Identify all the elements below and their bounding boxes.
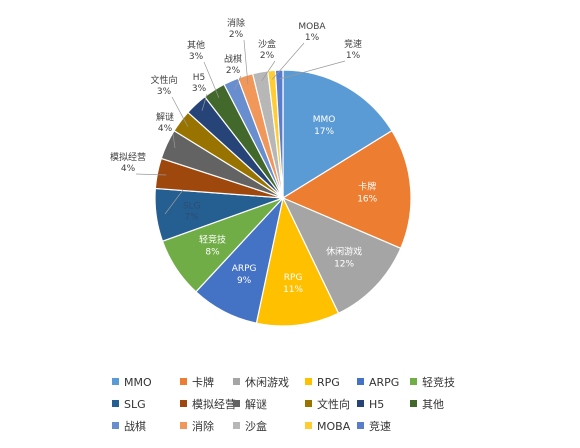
legend-label-0: MMO	[124, 376, 152, 389]
slice-name-label-12: 战棋	[224, 53, 242, 65]
leader-line-7	[135, 173, 167, 176]
leader-line-15	[272, 42, 305, 80]
slice-value-label-7: 4%	[121, 164, 136, 174]
slice-value-label-15: 1%	[305, 33, 320, 43]
legend-swatch-4	[357, 378, 364, 385]
legend-swatch-8	[233, 400, 240, 407]
leader-line-12	[234, 75, 242, 90]
legend-label-13: 消除	[192, 419, 214, 433]
slice-value-label-11: 3%	[189, 52, 204, 62]
slice-name-label-14: 沙盒	[258, 38, 276, 50]
leader-line-10	[201, 93, 208, 111]
legend-swatch-5	[410, 378, 417, 385]
legend-swatch-7	[180, 400, 187, 407]
slice-name-label-9: 文性向	[150, 74, 177, 86]
slice-name-label-10: H5	[193, 73, 206, 83]
legend-label-3: RPG	[317, 376, 340, 389]
slice-name-label-15: MOBA	[298, 22, 326, 32]
pie-slice-2	[281, 196, 402, 315]
pie-slices	[154, 69, 412, 327]
legend-swatch-14	[233, 422, 240, 429]
legend-label-8: 解谜	[245, 397, 267, 411]
leader-line-16	[279, 60, 346, 80]
slice-labels: MMO 17% 卡牌 16% 休闲游戏 12% RPG 11% ARPG 9% 轻竞技 8% SLG7%…	[110, 17, 378, 295]
slice-value-label-5: 8%	[205, 248, 220, 258]
legend-swatch-10	[357, 400, 364, 407]
legend-label-6: SLG	[124, 398, 146, 411]
pie-slice-3	[255, 196, 340, 327]
slice-name-label-8: 解谜	[156, 111, 174, 123]
slice-value-label-16: 1%	[346, 51, 361, 61]
slice-name-label-3: RPG	[284, 273, 303, 283]
legend-label-11: 其他	[422, 398, 444, 411]
legend-label-7: 模拟经营	[192, 397, 236, 411]
legend-swatch-9	[305, 400, 312, 407]
slice-name-label-2: 休闲游戏	[326, 245, 362, 257]
legend-swatch-16	[357, 422, 364, 429]
slice-value-label-4: 9%	[237, 276, 252, 286]
legend-swatch-12	[112, 422, 119, 429]
slice-value-label-6: 7%	[185, 212, 200, 222]
legend-swatch-13	[180, 422, 187, 429]
leader-line-9	[171, 96, 189, 127]
pie-slice-16	[274, 69, 284, 199]
slice-value-label-2: 12%	[334, 259, 354, 269]
pie-slice-0	[282, 69, 393, 200]
leader-line-14	[261, 60, 276, 82]
slice-name-label-11: 其他	[187, 39, 205, 51]
slice-name-label-4: ARPG	[232, 264, 257, 274]
legend-swatch-15	[305, 422, 312, 429]
slice-value-label-1: 16%	[357, 195, 377, 205]
legend-label-16: 竞速	[369, 419, 391, 433]
slice-value-label-0: 17%	[314, 127, 334, 137]
legend-label-12: 战棋	[124, 419, 146, 433]
legend-label-1: 卡牌	[192, 375, 214, 389]
leader-line-6	[164, 189, 184, 215]
legend-label-9: 文性向	[317, 397, 350, 411]
legend-label-5: 轻竞技	[422, 375, 455, 389]
slice-name-label-0: MMO	[313, 115, 336, 125]
slice-name-label-5: 轻竞技	[199, 234, 226, 246]
legend-swatch-1	[180, 378, 187, 385]
slice-value-label-9: 3%	[157, 87, 172, 97]
slice-value-label-13: 2%	[229, 30, 244, 40]
slice-name-label-13: 消除	[227, 17, 245, 29]
leader-line-13	[243, 39, 249, 85]
legend-swatch-0	[112, 378, 119, 385]
legend-label-4: ARPG	[369, 376, 399, 389]
leader-line-11	[203, 61, 220, 98]
legend-swatch-6	[112, 400, 119, 407]
slice-value-label-12: 2%	[226, 66, 241, 76]
slice-value-label-14: 2%	[260, 51, 275, 61]
slice-name-label-16: 竞速	[344, 38, 362, 50]
pie-slice-1	[281, 129, 412, 250]
legend-label-14: 沙盒	[245, 419, 267, 433]
slice-value-label-8: 4%	[158, 124, 173, 134]
slice-value-label-3: 11%	[283, 285, 303, 295]
leader-lines	[135, 39, 346, 215]
legend-label-15: MOBA	[317, 420, 351, 433]
legend-swatch-11	[410, 400, 417, 407]
legend-label-10: H5	[369, 398, 384, 411]
slice-value-label-10: 3%	[192, 84, 207, 94]
slice-name-label-1: 卡牌	[358, 181, 376, 193]
leader-line-8	[172, 133, 176, 149]
legend-swatch-2	[233, 378, 240, 385]
legend-label-2: 休闲游戏	[245, 375, 289, 389]
slice-name-label-7: 模拟经营	[110, 151, 146, 163]
legend-swatch-3	[305, 378, 312, 385]
slice-name-label-6: SLG	[183, 201, 201, 211]
